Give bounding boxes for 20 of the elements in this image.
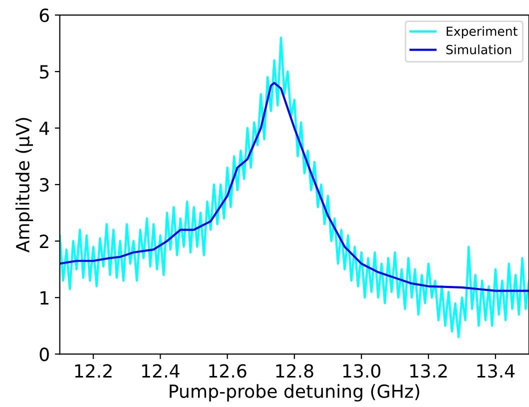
legend-label: Simulation — [446, 44, 512, 54]
x-axis-title: Pump-probe detuning (GHz) — [170, 384, 420, 402]
y-axis-title: Amplitude (μV) — [16, 118, 34, 253]
legend-label: Experiment — [446, 26, 518, 38]
x-tick-label: 12.2 — [75, 364, 112, 378]
y-tick-label: 4 — [39, 122, 50, 135]
x-tick-label: 12.6 — [209, 364, 246, 378]
y-tick-label: 2 — [40, 234, 48, 248]
x-tick-label: 13.0 — [343, 364, 380, 378]
x-tick-label: 12.8 — [276, 364, 314, 378]
x-tick-label: 12.4 — [142, 364, 180, 378]
y-tick-label: 1 — [40, 291, 48, 304]
x-tick-label: 13.4 — [477, 364, 515, 378]
y-tick-label: 6 — [40, 8, 49, 22]
y-tick-label: 0 — [40, 348, 49, 362]
x-tick-label: 13.2 — [410, 364, 447, 378]
y-tick-label: 5 — [40, 65, 48, 79]
line-series — [60, 82, 529, 292]
y-tick-label: 3 — [40, 178, 49, 192]
line-series — [60, 36, 529, 338]
